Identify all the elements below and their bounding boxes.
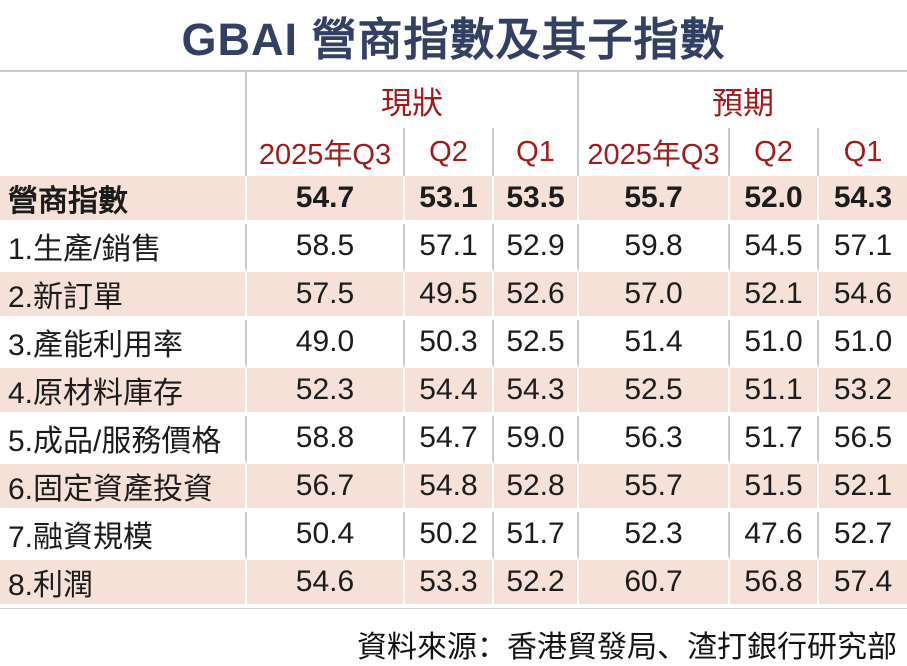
table-cell: 56.7 — [247, 464, 405, 512]
table-cell: 55.7 — [579, 464, 731, 512]
corner-cell — [0, 72, 247, 128]
table-row: 8.利潤 54.6 53.3 52.2 60.7 56.8 57.4 — [0, 560, 907, 608]
table-cell: 52.2 — [494, 560, 580, 608]
table-cell: 47.6 — [730, 512, 820, 560]
table-bottom-rule — [0, 608, 907, 609]
table-row: 4.原材料庫存 52.3 54.4 54.3 52.5 51.1 53.2 — [0, 368, 907, 416]
row-label: 5.成品/服務價格 — [0, 416, 247, 464]
table-cell: 57.0 — [579, 272, 731, 320]
table-cell: 54.4 — [405, 368, 494, 416]
table-cell: 52.5 — [579, 368, 731, 416]
data-source-note: 資料來源：香港貿發局、渣打銀行研究部 — [357, 631, 897, 664]
table-cell: 52.8 — [494, 464, 580, 512]
table-cell: 57.1 — [405, 224, 494, 272]
table-cell: 59.0 — [494, 416, 580, 464]
table-cell: 57.4 — [819, 560, 907, 608]
table-row: 1.生產/銷售 58.5 57.1 52.9 59.8 54.5 57.1 — [0, 224, 907, 272]
table-row: 5.成品/服務價格 58.8 54.7 59.0 56.3 51.7 56.5 — [0, 416, 907, 464]
table-row: 2.新訂單 57.5 49.5 52.6 57.0 52.1 54.6 — [0, 272, 907, 320]
table-cell: 52.7 — [819, 512, 907, 560]
table-cell: 54.7 — [405, 416, 494, 464]
table-cell: 51.1 — [730, 368, 820, 416]
row-label: 3.產能利用率 — [0, 320, 247, 368]
table-cell: 50.3 — [405, 320, 494, 368]
table-row: 7.融資規模 50.4 50.2 51.7 52.3 47.6 52.7 — [0, 512, 907, 560]
col-header-expected-q1: Q1 — [843, 135, 883, 168]
table-cell: 59.8 — [579, 224, 731, 272]
row-label: 營商指數 — [0, 176, 247, 224]
group-header-expected: 預期 — [712, 85, 775, 121]
table-cell: 56.3 — [579, 416, 731, 464]
table-cell: 56.5 — [819, 416, 907, 464]
table-cell: 49.0 — [247, 320, 405, 368]
table-cell: 57.1 — [819, 224, 907, 272]
col-header-current-q3: 2025年Q3 — [247, 128, 405, 176]
corner-cell — [0, 128, 247, 176]
col-header-expected-q2: Q2 — [730, 128, 820, 176]
table-cell: 54.3 — [494, 368, 580, 416]
table-cell: 54.7 — [247, 176, 405, 224]
table-cell: 52.1 — [819, 464, 907, 512]
table-cell: 52.5 — [494, 320, 580, 368]
row-label: 6.固定資產投資 — [0, 464, 247, 512]
table-cell: 58.5 — [247, 224, 405, 272]
table-row: 營商指數 54.7 53.1 53.5 55.7 52.0 54.3 — [0, 176, 907, 224]
table-cell: 54.6 — [819, 272, 907, 320]
row-label: 2.新訂單 — [0, 272, 247, 320]
table-cell: 54.8 — [405, 464, 494, 512]
col-header-expected-q3: 2025年Q3 — [579, 128, 731, 176]
table-row: 6.固定資產投資 56.7 54.8 52.8 55.7 51.5 52.1 — [0, 464, 907, 512]
table-cell: 51.4 — [579, 320, 731, 368]
table-cell: 50.2 — [405, 512, 494, 560]
table-cell: 58.8 — [247, 416, 405, 464]
table-row: 3.產能利用率 49.0 50.3 52.5 51.4 51.0 51.0 — [0, 320, 907, 368]
table-cell: 51.7 — [730, 416, 820, 464]
row-label: 8.利潤 — [0, 560, 247, 608]
table-cell: 51.7 — [494, 512, 580, 560]
table-cell: 53.3 — [405, 560, 494, 608]
col-header-current-q2: Q2 — [405, 128, 494, 176]
row-label: 4.原材料庫存 — [0, 368, 247, 416]
table-cell: 49.5 — [405, 272, 494, 320]
table-cell: 53.2 — [819, 368, 907, 416]
table-cell: 57.5 — [247, 272, 405, 320]
table-cell: 53.1 — [405, 176, 494, 224]
table-cell: 54.5 — [730, 224, 820, 272]
table-cell: 60.7 — [579, 560, 731, 608]
table-cell: 52.1 — [730, 272, 820, 320]
gbai-index-table: 現狀 預期 2025年Q3 Q2 Q1 2025年Q3 Q2 Q1 營商指數 5… — [0, 70, 907, 608]
table-cell: 52.3 — [247, 368, 405, 416]
table-cell: 52.0 — [730, 176, 820, 224]
row-label: 1.生產/銷售 — [0, 224, 247, 272]
row-label: 7.融資規模 — [0, 512, 247, 560]
table-cell: 51.5 — [730, 464, 820, 512]
table-cell: 54.6 — [247, 560, 405, 608]
table-cell: 51.0 — [819, 320, 907, 368]
table-cell: 55.7 — [579, 176, 731, 224]
col-header-current-q1: Q1 — [494, 128, 580, 176]
table-cell: 50.4 — [247, 512, 405, 560]
page-title: GBAI 營商指數及其子指數 — [181, 13, 726, 65]
table-cell: 52.6 — [494, 272, 580, 320]
group-header-current: 現狀 — [247, 72, 580, 128]
table-cell: 51.0 — [730, 320, 820, 368]
table-cell: 52.9 — [494, 224, 580, 272]
table-cell: 52.3 — [579, 512, 731, 560]
table-cell: 56.8 — [730, 560, 820, 608]
table-cell: 54.3 — [819, 176, 907, 224]
table-cell: 53.5 — [494, 176, 580, 224]
